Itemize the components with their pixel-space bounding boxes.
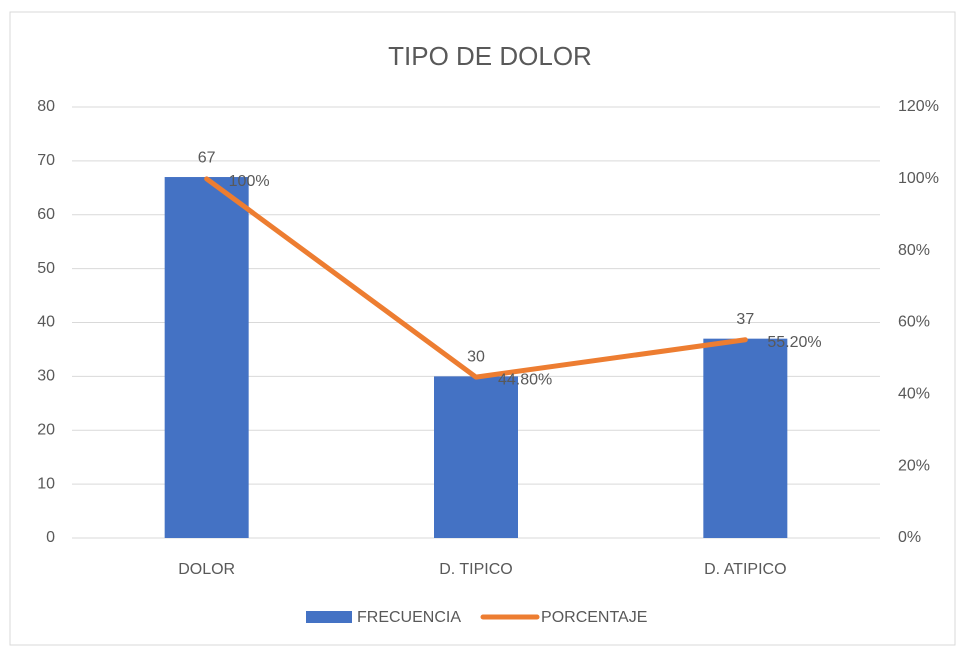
- legend-label: FRECUENCIA: [357, 609, 461, 626]
- legend-swatch: [306, 611, 352, 623]
- data-label: 67: [198, 149, 216, 166]
- y-tick-label: 0: [46, 529, 55, 546]
- bar: [164, 177, 249, 538]
- x-tick-label: D. TIPICO: [439, 561, 513, 578]
- y-tick-label: 40: [37, 314, 55, 331]
- x-tick-label: D. ATIPICO: [704, 561, 786, 578]
- bar: [703, 338, 788, 538]
- y2-tick-label: 60%: [898, 314, 930, 331]
- y-tick-label: 60: [37, 206, 55, 223]
- data-label: 44.80%: [498, 371, 552, 388]
- y-tick-label: 10: [37, 475, 55, 492]
- y2-tick-label: 40%: [898, 386, 930, 403]
- data-label: 100%: [229, 173, 270, 190]
- y2-tick-label: 20%: [898, 457, 930, 474]
- line: [204, 176, 748, 380]
- y-tick-label: 70: [37, 152, 55, 169]
- y2-tick-label: 0%: [898, 529, 921, 546]
- y-tick-label: 80: [37, 98, 55, 115]
- bar: [434, 376, 518, 538]
- x-tick-label: DOLOR: [178, 561, 235, 578]
- y2-tick-label: 120%: [898, 98, 939, 115]
- data-label: 30: [467, 349, 485, 366]
- legend-label: PORCENTAJE: [541, 609, 647, 626]
- data-label: 55.20%: [767, 334, 821, 351]
- data-label: 37: [736, 311, 754, 328]
- y2-tick-label: 80%: [898, 242, 930, 259]
- y2-tick-label: 100%: [898, 170, 939, 187]
- chart-title: TIPO DE DOLOR: [388, 41, 592, 71]
- y-tick-label: 20: [37, 421, 55, 438]
- y-tick-label: 50: [37, 260, 55, 277]
- y-tick-label: 30: [37, 368, 55, 385]
